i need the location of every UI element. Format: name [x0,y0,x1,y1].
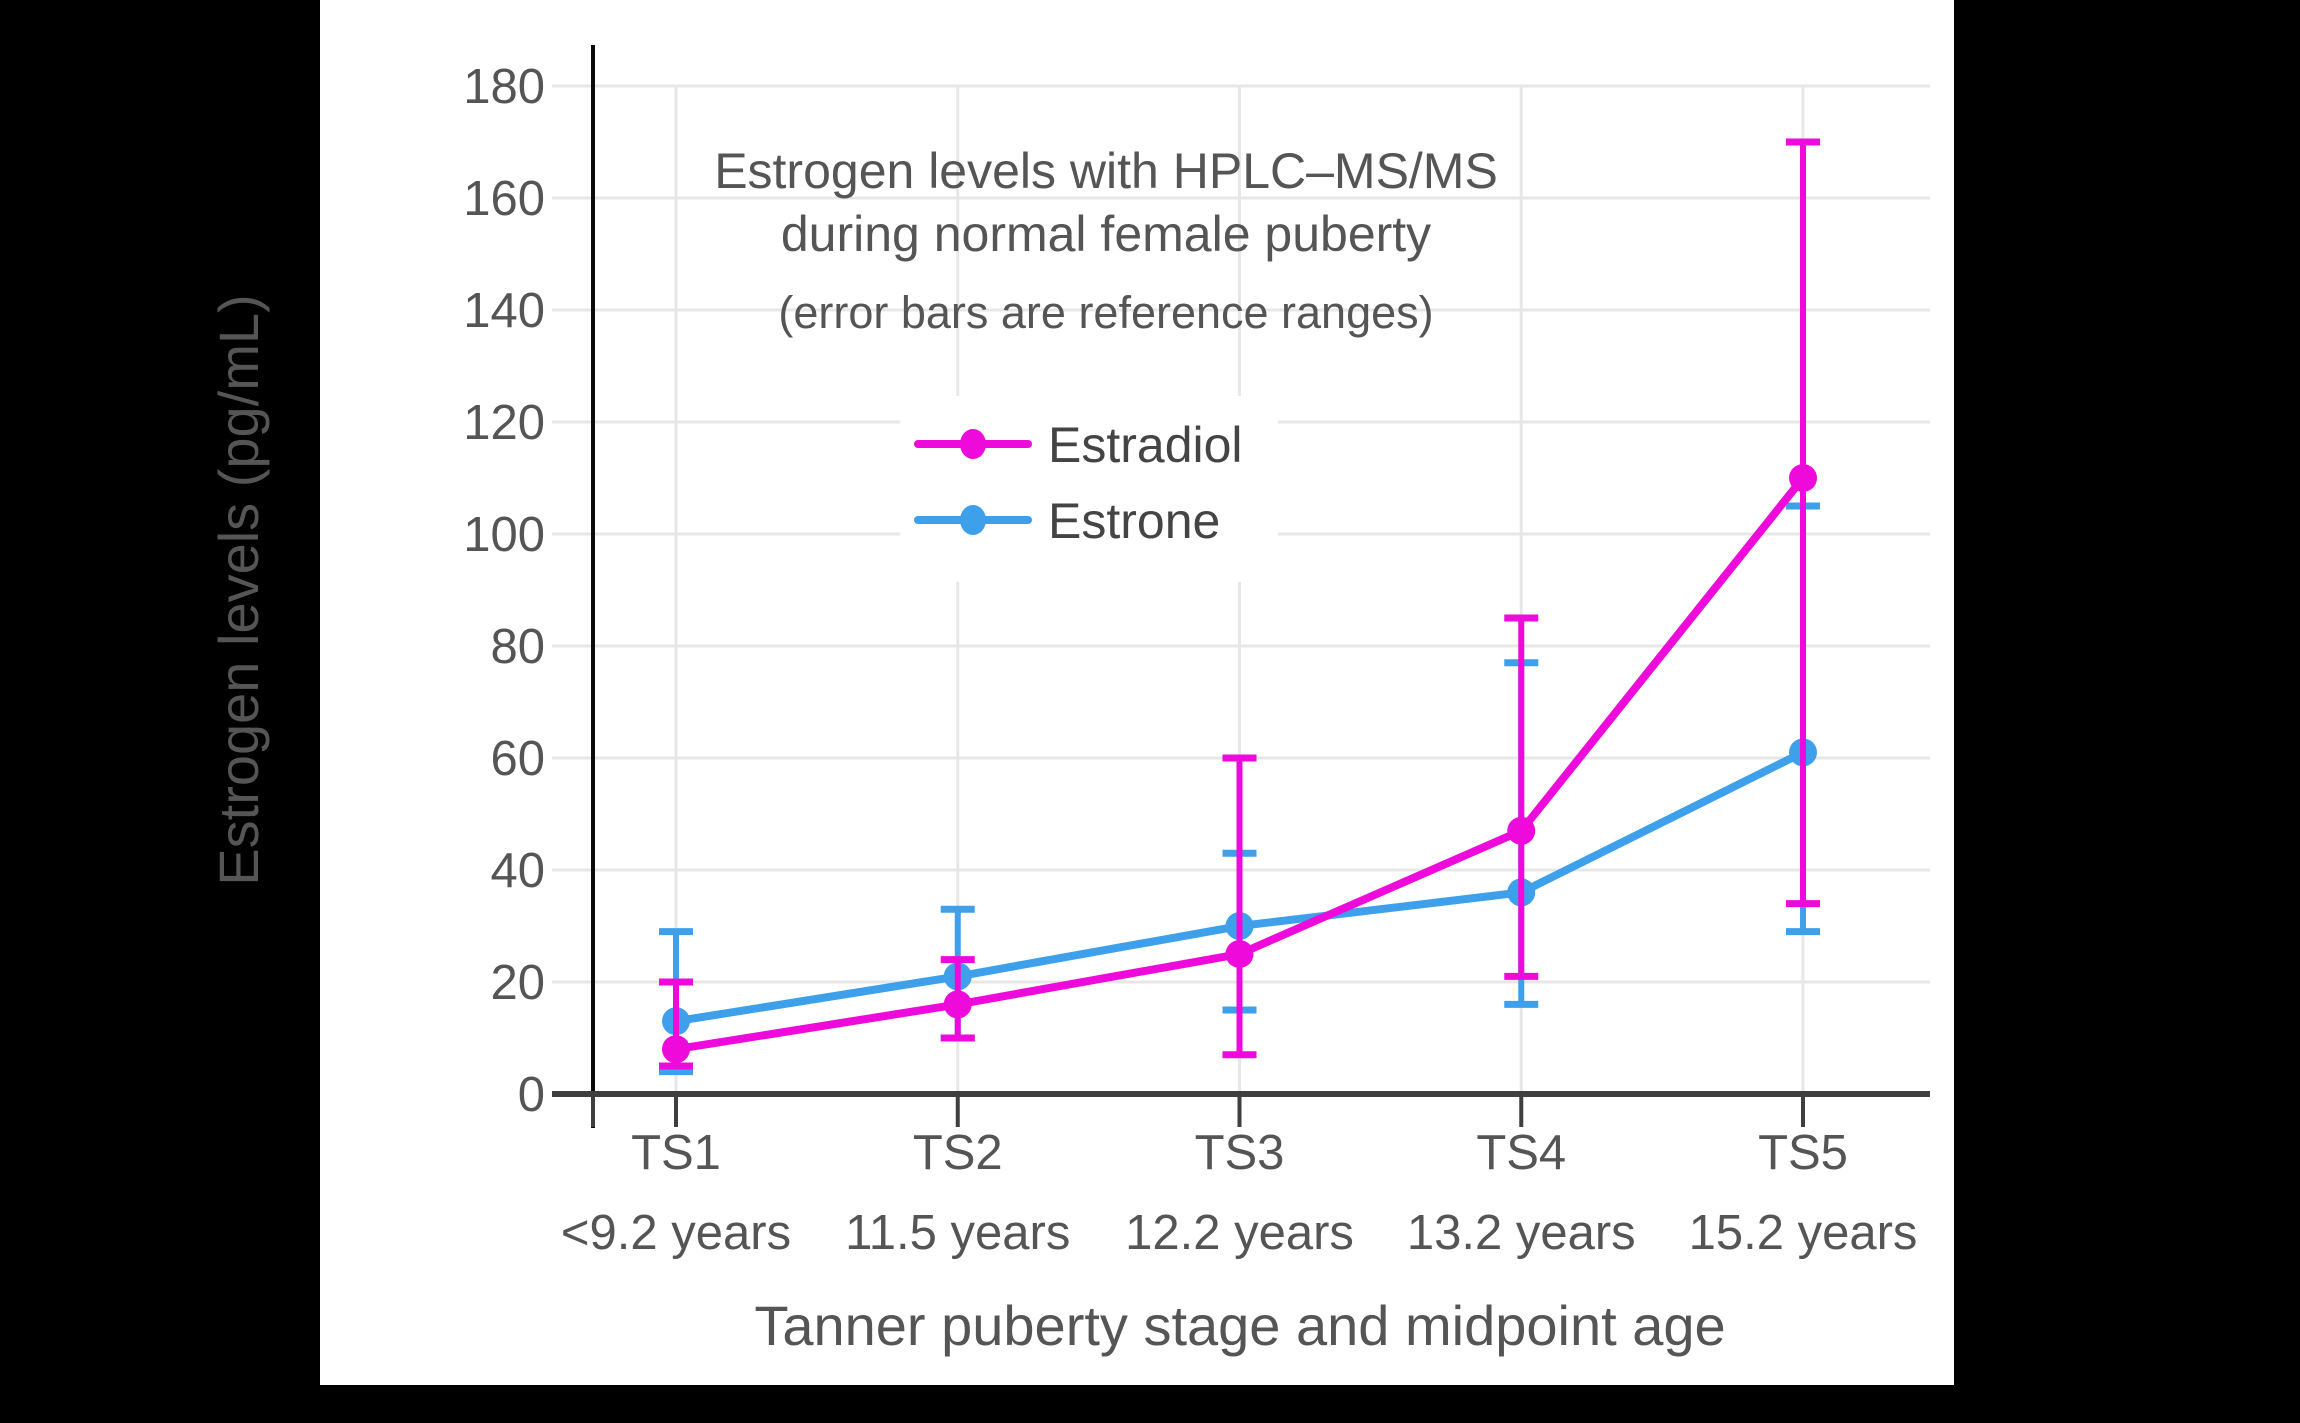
legend: Estradiol Estrone [914,417,1243,549]
tick-labels: 0 20 40 60 80 100 120 140 160 180 TS1 <9.2 years TS2… [463,60,1917,1260]
chart-subtitle: (error bars are reference ranges) [778,287,1433,338]
data-series [659,138,1820,1076]
data-point-estradiol [662,1035,690,1064]
error-bar-estradiol [1222,754,1257,1059]
x-tick-sublabel: 13.2 years [1407,1206,1636,1260]
legend-backdrop [900,396,1278,582]
x-tick-label: TS4 [1476,1126,1566,1180]
x-tick-sublabel: 11.5 years [845,1206,1070,1260]
data-point-estradiol [1789,464,1817,492]
y-tick-label: 140 [463,284,545,338]
chart-title-line1: Estrogen levels with HPLC–MS/MS [714,143,1498,199]
chart-title-line2: during normal female puberty [781,206,1431,262]
y-tick-label: 120 [463,396,545,450]
data-point-estradiol [943,990,972,1019]
x-axis-title: Tanner puberty stage and midpoint age [754,1294,1725,1357]
y-tick-label: 20 [490,956,545,1010]
y-tick-label: 0 [518,1068,545,1122]
y-axis-title: Estrogen levels (pg/mL) [207,294,270,885]
x-tick-label: TS5 [1758,1126,1848,1180]
x-tick-sublabel: 15.2 years [1689,1206,1918,1260]
data-point-estradiol [1507,816,1536,845]
y-tick-label: 80 [490,620,545,674]
y-tick-label: 40 [490,844,545,898]
data-point-estradiol [1225,940,1254,968]
legend-label: Estrone [1048,493,1220,549]
legend-marker [960,429,986,459]
y-tick-label: 100 [463,508,545,562]
y-tick-label: 160 [463,172,545,226]
x-tick-label: TS1 [631,1126,721,1180]
legend-background [900,396,1278,582]
legend-item-estrone: Estrone [914,493,1220,549]
x-tick-sublabel: 12.2 years [1125,1206,1354,1260]
error-bar-estradiol [1504,614,1539,980]
series-estradiol [659,138,1820,1070]
y-tick-label: 180 [463,60,545,114]
legend-label: Estradiol [1048,417,1243,473]
legend-item-estradiol: Estradiol [914,417,1243,473]
x-tick-sublabel: <9.2 years [561,1206,791,1260]
error-bar-estradiol [1786,138,1820,908]
y-tick-label: 60 [490,732,545,786]
x-tick-label: TS2 [913,1126,1003,1180]
legend-marker [960,505,986,535]
x-tick-label: TS3 [1195,1126,1285,1180]
gridlines [552,84,1930,1094]
axes [552,45,1930,1128]
